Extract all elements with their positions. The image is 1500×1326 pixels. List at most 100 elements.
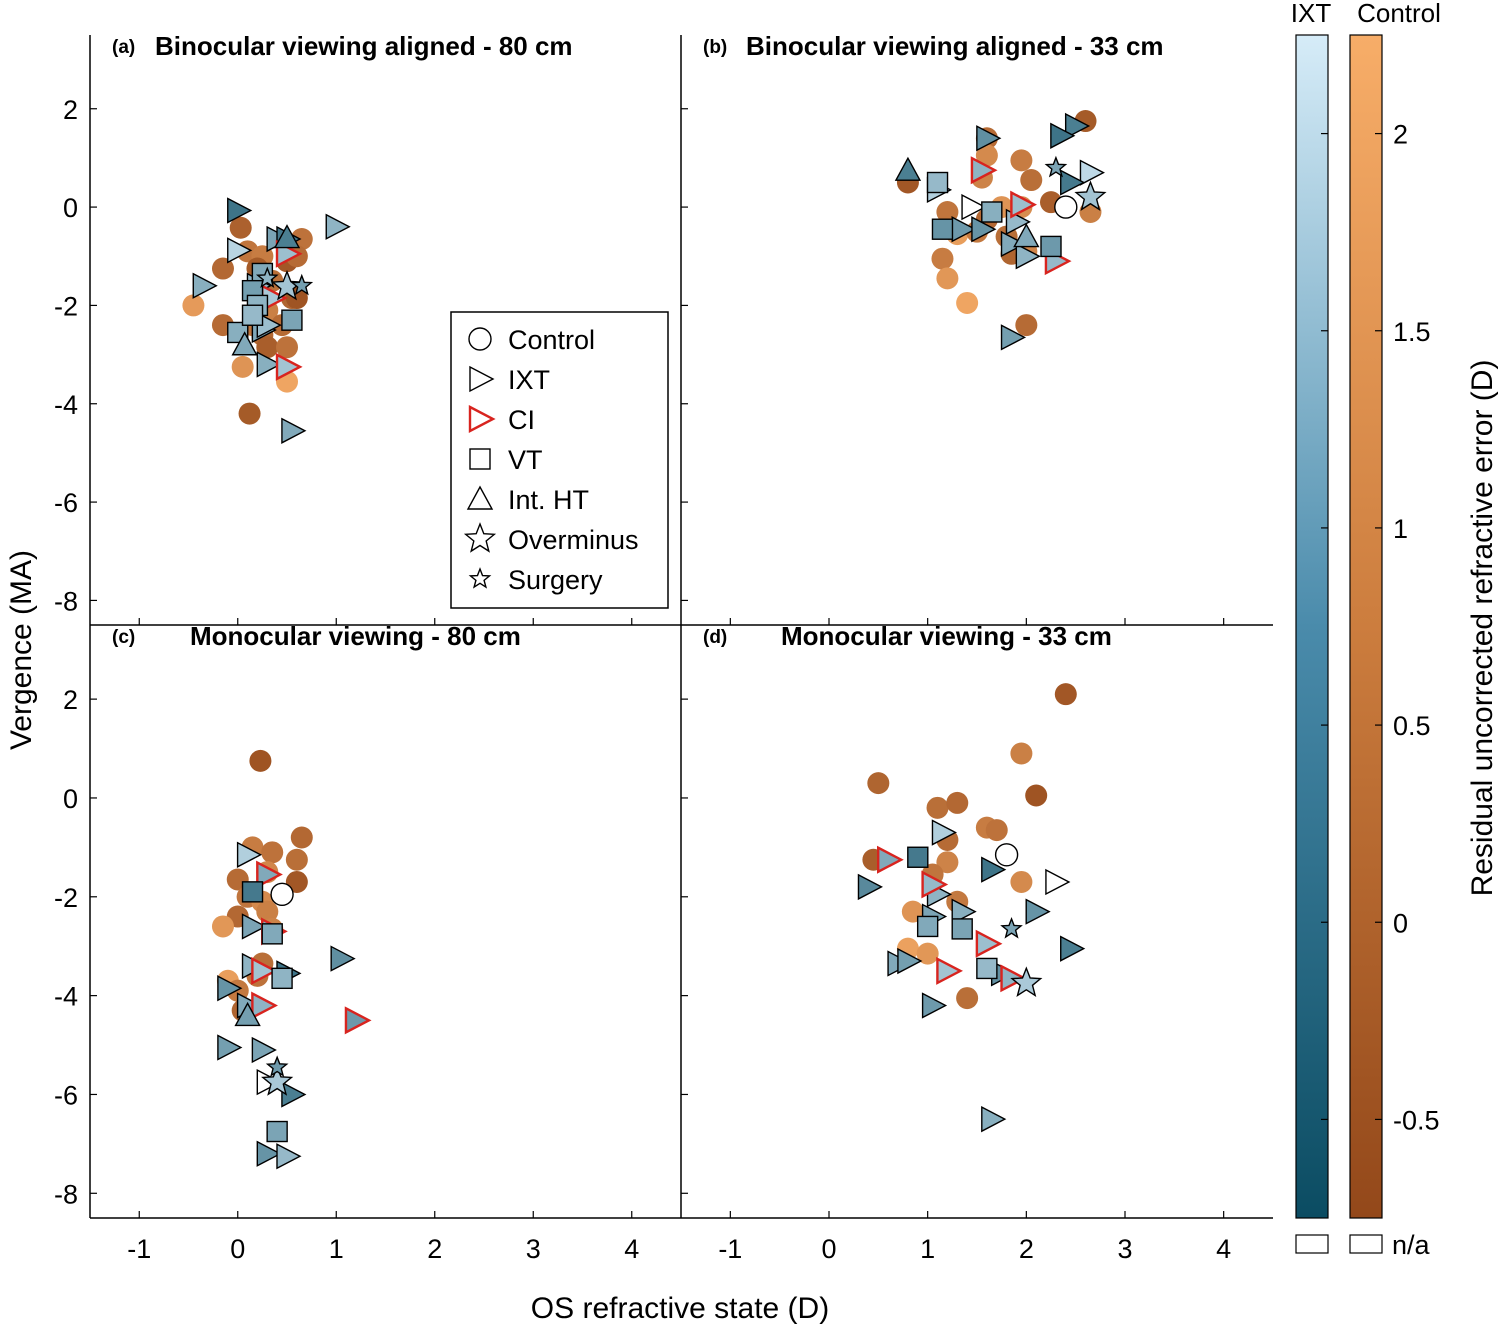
data-point-control [956,291,979,314]
data-point-vt [266,1120,288,1143]
x-tick-label: 2 [1019,1234,1034,1264]
data-point-ht [234,1001,261,1027]
data-point-ixt [256,351,282,378]
data-point-ci [256,860,283,889]
legend-label-ht: Int. HT [508,485,589,515]
data-point-ci [275,352,303,381]
y-tick-label: 0 [63,784,78,814]
data-point-ixt [276,1143,302,1170]
data-point-control [916,942,939,965]
panel-label: (a) [112,37,135,58]
data-point-ci [970,156,998,185]
panel-label: (b) [703,37,727,58]
data-point-vt [951,918,973,940]
panel-title: Binocular viewing aligned - 33 cm [746,31,1164,61]
data-point-ci [921,870,949,899]
data-point-control [1020,169,1043,192]
legend-label-surg: Surgery [508,565,603,595]
x-tick-label: -1 [718,1234,742,1264]
y-axis-label: Vergence (MA) [5,550,38,750]
legend-marker-vt [469,448,491,470]
panel-d: -1 0 1 2 3 4 (d) Monocular viewing - 33 cm [681,621,1231,1264]
data-point-vt [976,957,998,980]
data-point-ixt [981,856,1007,883]
y-tick-label: -8 [54,1179,78,1209]
data-point-ixt [217,1034,243,1061]
data-point-surg [265,1055,289,1077]
colorbar-tick-label: 1 [1393,514,1408,544]
data-point-control [249,749,272,772]
data-point-vt [271,967,293,990]
data-point-control [1015,314,1038,337]
x-tick-label: 2 [427,1234,442,1264]
data-point-ixt [981,1106,1007,1133]
data-point-ci [344,1006,372,1035]
data-point-ixt [857,873,883,901]
data-point-ixt [227,197,253,224]
y-tick-label: -2 [54,883,78,913]
data-point-ixt [241,913,268,940]
data-point-ixt [251,1036,277,1064]
panel-title: Monocular viewing - 80 cm [190,621,521,651]
data-point-control [1054,683,1077,706]
legend-label-ci: CI [508,405,535,435]
data-point-ixt [931,819,957,846]
y-tick-label: 0 [63,193,78,223]
na-swatch-ixt [1295,1234,1329,1254]
data-point-ixt [1064,112,1091,140]
data-point-ixt [1000,324,1027,351]
y-tick-label: 2 [63,95,78,125]
data-point-ci [936,956,963,985]
data-point-over [261,1065,294,1096]
data-point-over [1074,180,1107,211]
data-point-control [182,294,205,317]
x-tick-label: 3 [526,1234,541,1264]
data-point-ht [273,224,301,249]
data-point-ixt [281,417,307,444]
legend-label-over: Overminus [508,525,639,555]
data-point-control [926,796,949,819]
data-point-control [211,257,234,280]
data-point-ixt [330,945,356,972]
data-point-ixt [192,272,218,299]
data-point-ixt [961,193,987,221]
data-point-ci [975,929,1003,958]
legend-label-control: Control [508,325,595,355]
x-tick-label: 1 [329,1234,344,1264]
data-point-surg [290,273,314,296]
x-axis-label: OS refractive state (D) [531,1292,829,1325]
data-point-ci [251,956,278,985]
panel-title: Monocular viewing - 33 cm [781,621,1112,651]
data-point-control [1010,149,1033,172]
data-point-control [231,355,254,378]
data-point-ixt [236,841,263,868]
x-tick-label: 4 [1216,1234,1231,1264]
data-point-ci [1010,190,1037,219]
data-point-surg [255,266,279,289]
colorbar-header-ixt: IXT [1291,0,1332,28]
data-point-control [256,900,279,923]
data-point-control [276,336,298,359]
data-point-control [946,791,969,814]
data-point-vt [981,201,1003,223]
panel-label: (c) [112,627,135,648]
legend-label-ixt: IXT [508,365,550,395]
legend-marker-over [463,522,497,553]
data-point-control [229,216,252,239]
data-point-control [936,851,959,874]
data-point-control [975,144,998,167]
legend-marker-control [468,327,492,351]
data-point-ixt [281,1081,307,1108]
data-point-control [270,882,294,907]
data-point-control [1025,784,1048,807]
legend-marker-ixt [469,365,495,393]
colorbar: IXT Control n/a Residual uncorrected ref… [1291,0,1499,1260]
na-swatch-control [1349,1234,1383,1254]
data-point-control [931,247,954,270]
colorbar-ixt [1295,34,1329,1219]
data-point-vt [916,915,939,938]
data-point-vt [241,304,264,326]
data-point-ixt [227,237,253,264]
data-point-control [211,915,234,938]
data-point-ixt [1015,243,1041,270]
